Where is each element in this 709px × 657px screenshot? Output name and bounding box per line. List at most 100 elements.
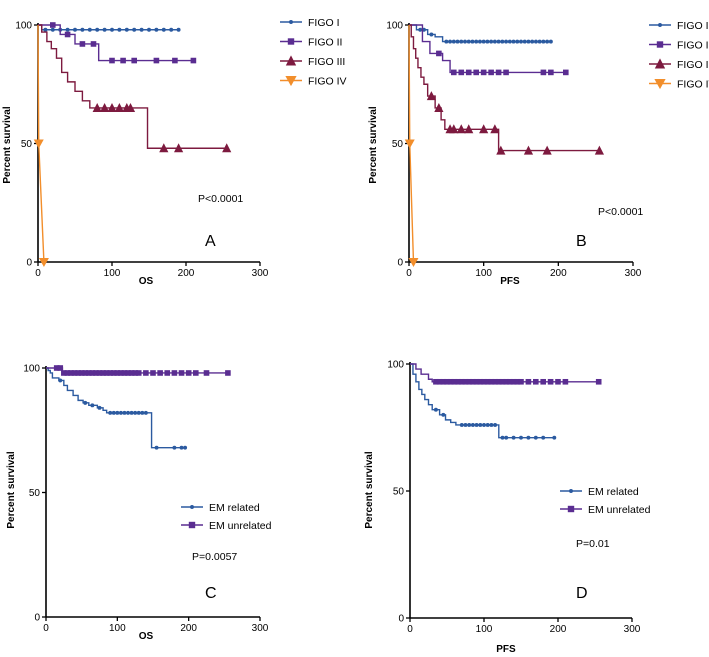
censor-mark <box>441 412 446 417</box>
censor-mark <box>467 423 472 427</box>
censor-mark <box>222 143 232 153</box>
censor-mark <box>100 370 106 376</box>
censor-mark <box>161 27 166 32</box>
x-tick-label: 300 <box>624 624 641 635</box>
censor-mark <box>459 39 464 44</box>
censor-mark <box>157 370 163 376</box>
censor-mark <box>404 139 415 149</box>
censor-mark <box>511 39 516 44</box>
censor-mark <box>485 423 490 427</box>
x-tick-label: 300 <box>625 268 642 279</box>
censor-mark <box>96 370 103 376</box>
legend-marker <box>656 41 664 48</box>
censor-mark <box>176 27 181 32</box>
censor-mark <box>83 400 88 405</box>
x-tick-label: 0 <box>35 268 41 279</box>
censor-mark <box>526 39 531 44</box>
censor-mark <box>50 27 55 32</box>
legend-label: EM related <box>209 502 260 514</box>
panel-d: Percent survival PFS P=0.01 D <box>364 451 610 655</box>
censor-mark <box>159 143 169 153</box>
censor-mark <box>121 370 128 376</box>
censor-mark <box>172 57 178 64</box>
censor-mark <box>433 407 438 412</box>
censor-mark <box>500 435 505 440</box>
censor-mark <box>79 41 86 47</box>
censor-mark <box>540 378 546 385</box>
censor-mark <box>65 27 70 32</box>
censor-mark <box>489 423 494 427</box>
censor-mark <box>500 39 505 44</box>
censor-mark <box>496 378 502 385</box>
panel-a-xlabel: OS <box>139 276 154 287</box>
censor-mark <box>118 370 124 376</box>
censor-mark <box>466 39 471 44</box>
censor-mark <box>132 27 137 32</box>
censor-mark <box>436 50 442 57</box>
survival-curve <box>46 367 186 449</box>
censor-mark <box>193 370 199 376</box>
panel-c-pvalue: P=0.0057 <box>192 551 237 563</box>
censor-mark <box>143 410 148 415</box>
survival-curve <box>410 363 599 383</box>
censor-mark <box>64 370 71 376</box>
y-tick-label: 100 <box>23 364 40 375</box>
panel-0-plot: 0 100 200 300 0 50 100 FIGO I FIGO II FIGO III FIG… <box>15 17 346 279</box>
panel-c: Percent survival OS P=0.0057 C <box>6 451 237 642</box>
censor-mark <box>548 39 553 44</box>
censor-mark <box>495 69 502 76</box>
panel-b-xlabel: PFS <box>500 276 520 287</box>
censor-mark <box>129 410 134 415</box>
legend-marker <box>285 76 297 87</box>
censor-mark <box>408 258 419 267</box>
censor-mark <box>150 370 156 376</box>
censor-mark <box>533 39 538 44</box>
censor-mark <box>143 370 149 376</box>
y-tick-label: 100 <box>386 21 403 32</box>
censor-mark <box>82 370 89 376</box>
censor-mark <box>71 370 78 376</box>
censor-mark <box>169 27 174 32</box>
panel-a-pvalue: P<0.0001 <box>198 193 243 205</box>
censor-mark <box>429 32 434 37</box>
censor-mark <box>171 370 178 376</box>
censor-mark <box>485 39 490 44</box>
censor-mark <box>90 403 95 408</box>
censor-mark <box>154 445 159 450</box>
censor-mark <box>89 370 96 376</box>
censor-mark <box>131 57 137 64</box>
legend-label: FIGO IV <box>677 79 709 91</box>
censor-mark <box>118 410 123 415</box>
censor-mark <box>185 370 192 376</box>
legend-marker <box>188 521 196 529</box>
censor-mark <box>179 445 184 450</box>
censor-mark <box>114 102 124 112</box>
survival-curve <box>38 24 227 149</box>
censor-mark <box>86 370 92 376</box>
legend-label: EM unrelated <box>209 520 272 532</box>
censor-mark <box>33 139 44 149</box>
survival-curve <box>409 24 600 152</box>
x-tick-label: 0 <box>407 624 413 635</box>
censor-mark <box>474 423 479 427</box>
censor-mark <box>463 423 468 427</box>
censor-mark <box>533 378 539 385</box>
series-figo-iii: FIGO III <box>38 24 345 153</box>
legend-marker <box>289 20 293 24</box>
legend-label: FIGO II <box>677 40 709 52</box>
y-tick-label: 0 <box>26 258 32 269</box>
legend-marker <box>567 505 575 513</box>
censor-mark <box>426 91 436 101</box>
censor-mark <box>68 370 74 376</box>
y-tick-label: 100 <box>387 360 404 371</box>
censor-mark <box>541 435 546 440</box>
censor-mark <box>519 39 523 44</box>
censor-mark <box>493 423 498 427</box>
survival-curve <box>409 24 566 74</box>
censor-mark <box>478 423 483 427</box>
legend-marker <box>287 38 295 45</box>
censor-mark <box>38 258 49 267</box>
series-figo-iii: FIGO III <box>409 24 709 155</box>
censor-mark <box>57 365 64 371</box>
